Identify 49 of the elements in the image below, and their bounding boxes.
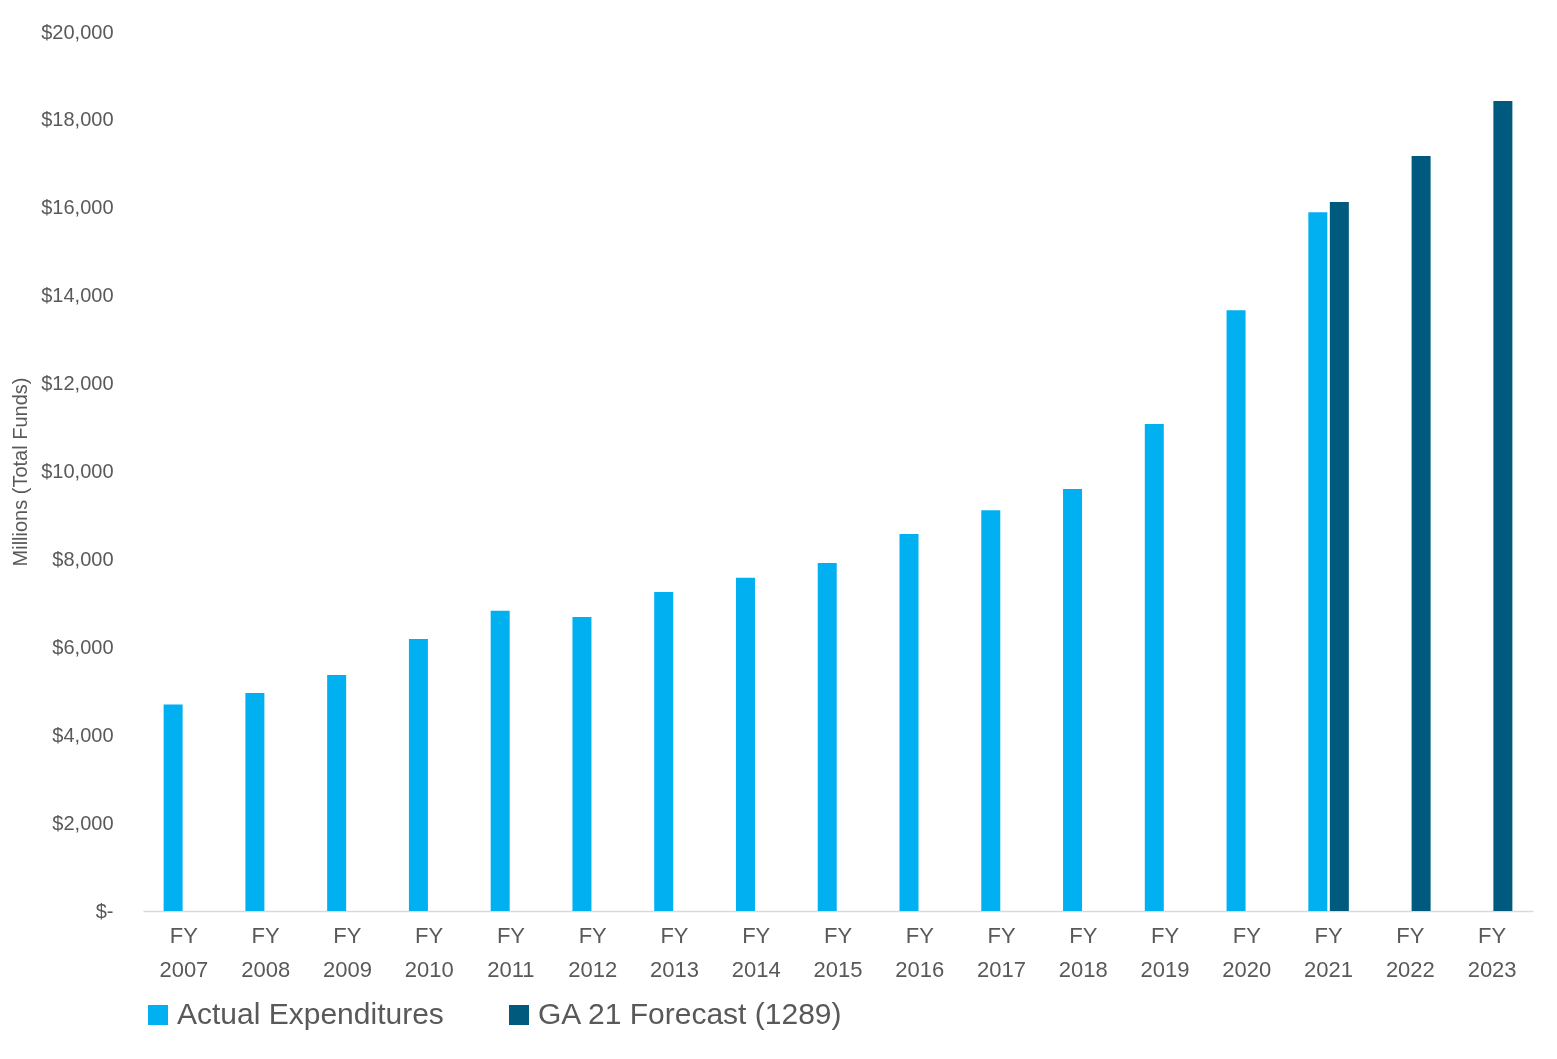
y-tick-label: $18,000 bbox=[41, 108, 114, 131]
bar bbox=[1144, 424, 1164, 911]
bar bbox=[735, 577, 755, 911]
bar bbox=[817, 562, 837, 911]
bar bbox=[490, 610, 510, 911]
legend-label: Actual Expenditures bbox=[177, 997, 444, 1030]
y-tick-label: $10,000 bbox=[41, 460, 114, 482]
bar bbox=[163, 704, 183, 911]
y-tick-label: $6,000 bbox=[52, 635, 114, 658]
y-tick-label: $20,000 bbox=[41, 20, 114, 43]
y-tick-label: $16,000 bbox=[41, 196, 114, 219]
bar bbox=[408, 638, 428, 911]
bar bbox=[327, 674, 347, 911]
bar bbox=[245, 693, 265, 911]
x-tick-label: FY 2014 bbox=[731, 922, 781, 982]
bar bbox=[1308, 212, 1328, 911]
bar bbox=[1063, 489, 1083, 911]
x-tick-label: FY 2011 bbox=[487, 922, 535, 982]
bar bbox=[1226, 310, 1246, 911]
bar bbox=[572, 616, 592, 911]
x-tick-label: FY 2017 bbox=[977, 922, 1027, 982]
y-tick-label: $8,000 bbox=[52, 547, 114, 570]
x-tick-label: FY 2019 bbox=[1140, 922, 1190, 982]
bar bbox=[1493, 101, 1513, 911]
x-tick-label: FY 2020 bbox=[1222, 922, 1272, 982]
x-tick-label: FY 2021 bbox=[1304, 922, 1354, 982]
x-tick-label: FY 2015 bbox=[813, 922, 863, 982]
bar bbox=[1411, 155, 1431, 911]
x-tick-label: FY 2010 bbox=[404, 922, 454, 982]
bar bbox=[899, 533, 919, 911]
y-tick-label: $4,000 bbox=[52, 723, 114, 746]
x-tick-label: FY 2009 bbox=[322, 922, 372, 982]
bar bbox=[981, 510, 1001, 911]
x-tick-label: FY 2022 bbox=[1385, 922, 1435, 982]
y-tick-label: $- bbox=[95, 899, 114, 922]
x-tick-label: FY 2012 bbox=[568, 922, 618, 982]
x-tick-label: FY 2018 bbox=[1058, 922, 1108, 982]
x-tick-label: FY 2008 bbox=[241, 922, 291, 982]
y-tick-label: $2,000 bbox=[52, 811, 114, 834]
x-tick-label: FY 2007 bbox=[159, 922, 209, 982]
bar bbox=[654, 591, 674, 911]
y-axis-title: Millions (Total Funds) bbox=[9, 377, 32, 567]
x-tick-label: FY 2013 bbox=[649, 922, 699, 982]
y-tick-label: $12,000 bbox=[41, 372, 114, 395]
bar bbox=[1329, 202, 1349, 911]
x-tick-label: FY 2023 bbox=[1467, 922, 1517, 982]
x-tick-label: FY 2016 bbox=[895, 922, 945, 982]
y-tick-label: $14,000 bbox=[41, 284, 114, 307]
legend-label: GA 21 Forecast (1289) bbox=[538, 997, 842, 1030]
